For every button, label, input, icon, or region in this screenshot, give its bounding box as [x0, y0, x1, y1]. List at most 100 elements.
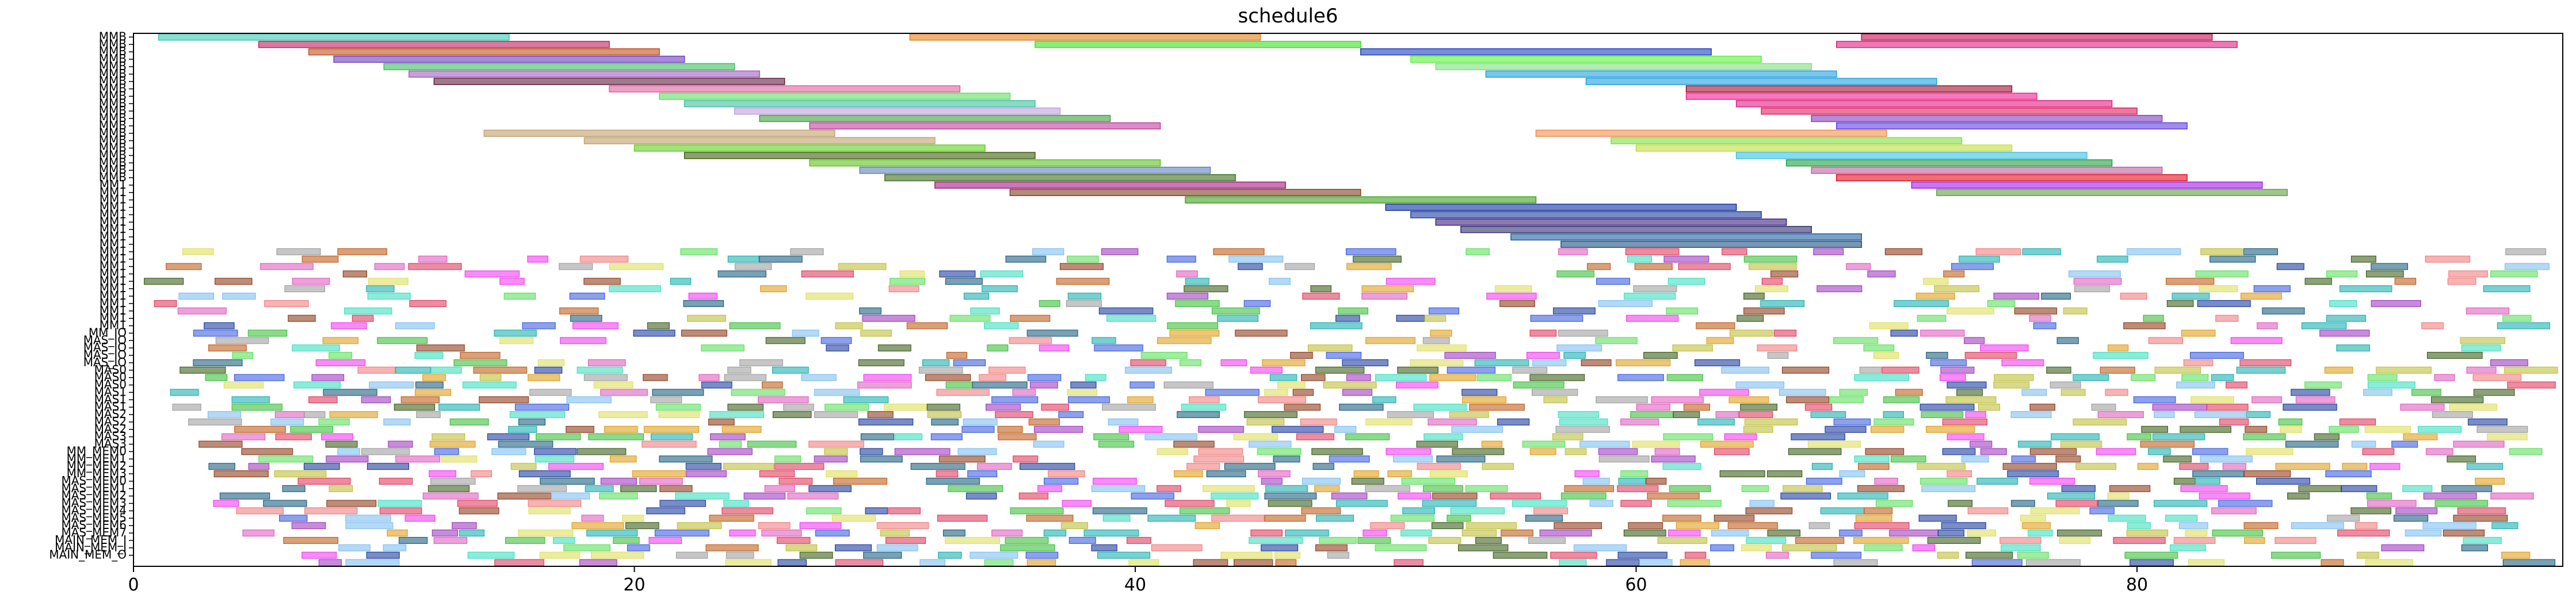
task-bar [1533, 507, 1569, 515]
task-bar [1217, 314, 1259, 322]
task-bar [2200, 455, 2253, 463]
task-bar [1646, 477, 1667, 485]
task-bar [1041, 404, 1069, 411]
task-bar [988, 366, 1026, 374]
task-bar [333, 55, 685, 63]
y-tick-label: MAS_MEM1 [61, 481, 127, 495]
task-bar [379, 507, 422, 515]
task-bar [1837, 492, 1888, 500]
task-bar [284, 285, 326, 293]
task-bar [1767, 352, 1789, 359]
task-bar [809, 122, 1161, 130]
task-bar [2434, 374, 2455, 381]
task-bar [633, 144, 986, 152]
task-bar [1980, 344, 2029, 352]
task-bar [2020, 515, 2046, 522]
task-bar [2405, 530, 2442, 537]
task-bar [772, 411, 812, 419]
task-bar [2278, 418, 2303, 425]
task-bar [573, 322, 619, 329]
task-bar [457, 500, 498, 507]
task-bar [1706, 337, 1734, 344]
task-bar [1220, 551, 1273, 559]
task-bar [772, 366, 809, 374]
task-bar [1719, 470, 1765, 478]
task-bar [2490, 492, 2534, 500]
task-bar [2434, 500, 2489, 507]
task-bar [308, 396, 338, 404]
task-bar [303, 463, 340, 470]
task-bar [1224, 463, 1276, 470]
task-bar [1795, 536, 1845, 544]
task-bar [792, 329, 819, 337]
task-bar [1428, 536, 1461, 544]
task-bar [1882, 366, 1919, 374]
task-bar [1830, 396, 1864, 404]
task-bar [655, 404, 701, 411]
task-bar [2246, 448, 2293, 455]
task-bar [731, 389, 785, 396]
task-bar [219, 492, 270, 500]
task-bar [1525, 515, 1563, 522]
task-bar [814, 411, 858, 419]
task-bar [2001, 544, 2041, 551]
task-bar [1874, 477, 1898, 485]
task-bar [2411, 389, 2441, 396]
task-bar [1945, 396, 1997, 404]
task-bar [1633, 285, 1677, 293]
task-bar [1630, 411, 1674, 419]
task-bar [1127, 396, 1154, 404]
task-bar [1495, 285, 1532, 293]
task-bar [2342, 463, 2368, 470]
task-bar [1436, 455, 1486, 463]
task-bar [2178, 522, 2208, 530]
task-bar [1685, 85, 2013, 93]
task-bar [1865, 448, 1905, 455]
task-bar [1037, 485, 1063, 492]
task-bar [1474, 359, 1529, 366]
task-bar [409, 300, 446, 307]
task-bar [318, 418, 350, 425]
task-bar [199, 440, 243, 448]
task-bar [1401, 477, 1456, 485]
task-bar [1919, 404, 1975, 411]
task-bar [2154, 366, 2201, 374]
task-bar [571, 522, 624, 530]
task-bar [321, 433, 353, 440]
task-bar [2073, 418, 2127, 425]
task-bar [274, 470, 327, 478]
task-bar [1338, 307, 1368, 314]
task-bar [806, 293, 854, 300]
task-bar [1430, 329, 1452, 337]
y-tick-label: MMB [99, 118, 127, 132]
y-tick-label: MMB [99, 29, 127, 43]
task-bar [1387, 470, 1412, 478]
task-bar [1372, 396, 1396, 404]
task-bar [1522, 440, 1566, 448]
task-bar [1780, 492, 1831, 500]
task-bar [2287, 492, 2310, 500]
task-bar [1466, 522, 1517, 530]
task-bar [1167, 322, 1219, 329]
task-bar [686, 470, 727, 478]
task-bar [2154, 411, 2175, 419]
task-bar [503, 293, 536, 300]
task-bar [1129, 381, 1155, 389]
task-bar [1558, 411, 1599, 419]
task-bar [548, 463, 604, 470]
task-bar [1264, 389, 1288, 396]
task-bar [1839, 470, 1865, 478]
task-bar [835, 559, 884, 566]
task-bar [213, 500, 239, 507]
task-bar [759, 470, 795, 478]
task-bar [1948, 500, 1973, 507]
task-bar [1853, 536, 1909, 544]
task-bar [2207, 404, 2249, 411]
task-bar [514, 404, 570, 411]
task-bar [1617, 485, 1659, 492]
task-bar [2441, 485, 2493, 492]
task-bar [727, 366, 751, 374]
task-bar [2123, 322, 2166, 329]
task-bar [1157, 337, 1212, 344]
task-bar [2194, 411, 2246, 419]
